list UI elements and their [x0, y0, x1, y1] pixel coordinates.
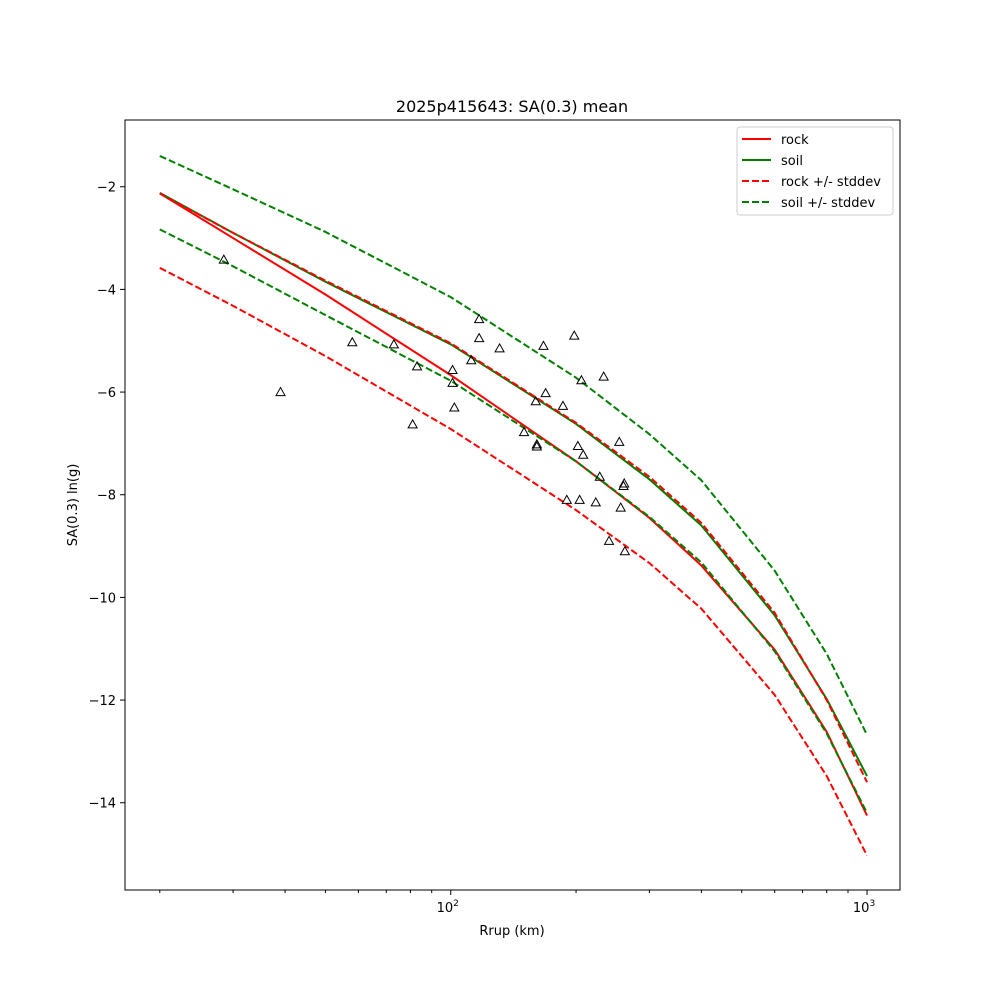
y-axis-ticks: −2 −4 −6 −8 −10 −12 −14: [89, 181, 125, 812]
observation-marker: [447, 364, 458, 374]
observation-marker: [346, 336, 358, 347]
y-tick-label: −12: [89, 694, 116, 709]
series-line-soil-stddev-5: [159, 228, 868, 814]
y-tick-label: −10: [89, 591, 116, 606]
y-tick-label: −14: [89, 797, 116, 812]
observation-marker: [598, 371, 610, 381]
observation-marker: [447, 377, 458, 387]
legend-box: [736, 126, 894, 216]
observation-marker: [594, 471, 606, 481]
y-tick-label: −6: [97, 386, 116, 401]
y-tick-label: −8: [97, 489, 116, 504]
observation-marker: [411, 360, 423, 371]
observation-marker: [473, 332, 485, 343]
observation-marker: [574, 494, 586, 504]
observation-marker: [603, 535, 615, 545]
observation-marker: [615, 502, 627, 512]
observation-marker: [613, 436, 625, 446]
observation-marker: [590, 496, 602, 507]
legend-items: rock soil rock +/- stddev soil +/- stddev: [742, 133, 881, 211]
observation-marker: [465, 354, 477, 365]
series-layer: [159, 155, 868, 857]
observation-marker: [576, 374, 587, 385]
observation-marker: [561, 494, 573, 504]
observation-marker: [618, 477, 630, 488]
series-line-rock-stddev-3: [159, 266, 868, 857]
observation-marker: [473, 313, 485, 324]
chart-title: 2025p415643: SA(0.3) mean: [396, 97, 628, 116]
y-axis-label: SA(0.3) ln(g): [66, 464, 81, 547]
observation-marker: [518, 426, 530, 437]
observation-marker: [568, 330, 580, 340]
observation-marker: [388, 338, 400, 349]
observation-marker: [619, 545, 631, 556]
plot-area-frame: [124, 119, 901, 891]
legend-label: rock: [781, 133, 809, 148]
observation-marker: [407, 418, 419, 429]
observation-marker: [275, 386, 286, 397]
observation-marker: [618, 480, 629, 491]
series-line-rock-stddev-2: [159, 192, 868, 783]
observation-marker: [531, 438, 543, 449]
observation-marker: [530, 395, 542, 406]
y-tick-label: −2: [97, 181, 116, 196]
x-axis-label: Rrup (km): [479, 924, 544, 939]
observation-marker: [531, 440, 543, 451]
observation-points: [218, 254, 631, 556]
series-line-soil-stddev-4: [159, 155, 868, 736]
legend: rock soil rock +/- stddev soil +/- stddev: [736, 126, 894, 216]
observation-marker: [557, 400, 569, 410]
observation-marker: [572, 440, 584, 450]
observation-marker: [540, 387, 551, 398]
observation-marker: [494, 342, 505, 353]
observation-marker: [448, 401, 460, 412]
legend-label: rock +/- stddev: [781, 175, 881, 190]
observation-marker: [218, 254, 230, 264]
observation-marker: [577, 449, 589, 459]
observation-marker: [538, 340, 549, 350]
y-tick-label: −4: [97, 283, 116, 298]
legend-label: soil: [781, 154, 803, 169]
legend-label: soil +/- stddev: [781, 196, 876, 211]
